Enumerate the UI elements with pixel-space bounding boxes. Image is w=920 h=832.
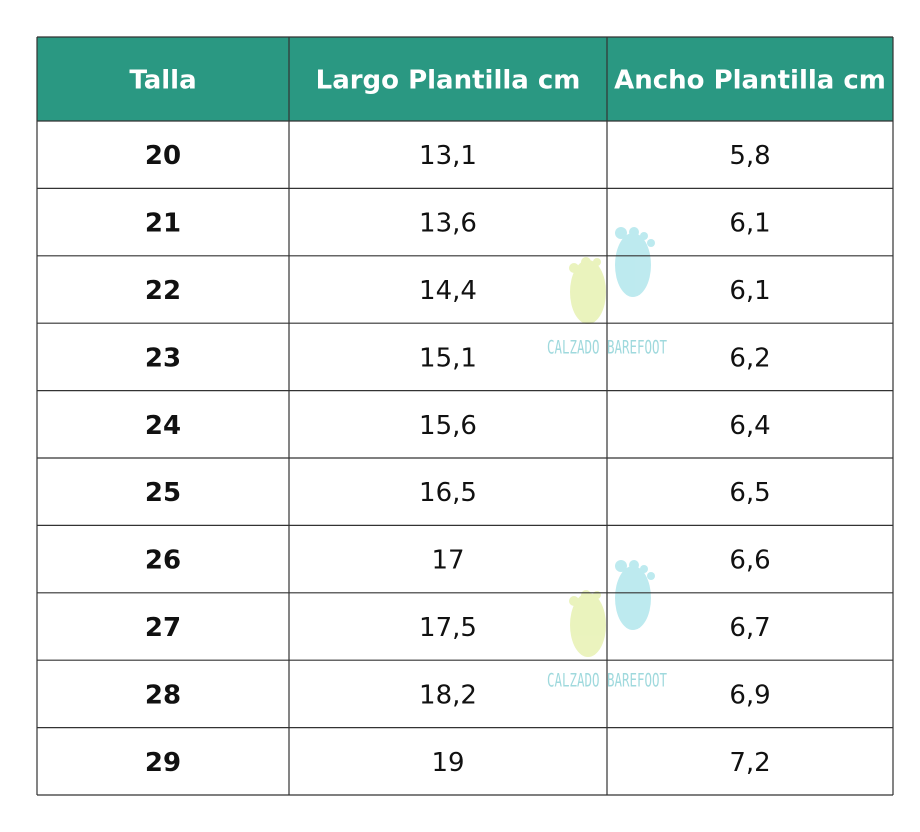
value-cell: 6,1 — [729, 276, 770, 306]
size-cell: 24 — [145, 411, 181, 441]
size-cell: 20 — [145, 141, 181, 171]
size-cell: 28 — [145, 680, 181, 710]
size-cell: 26 — [145, 546, 181, 576]
value-cell: 6,6 — [729, 546, 770, 576]
value-cell: 14,4 — [419, 276, 477, 306]
value-cell: 17,5 — [419, 613, 477, 643]
size-cell: 25 — [145, 478, 181, 508]
value-cell: 6,2 — [729, 343, 770, 373]
header-background — [37, 37, 893, 121]
header-cell: Largo Plantilla cm — [316, 66, 581, 96]
value-cell: 17 — [431, 546, 464, 576]
watermark — [569, 227, 655, 324]
size-cell: 21 — [145, 209, 181, 239]
value-cell: 15,6 — [419, 411, 477, 441]
value-cell: 6,4 — [729, 411, 770, 441]
value-cell: 6,5 — [729, 478, 770, 508]
value-cell: 18,2 — [419, 680, 477, 710]
value-cell: 19 — [431, 748, 464, 778]
value-cell: 5,8 — [729, 141, 770, 171]
size-cell: 23 — [145, 343, 181, 373]
size-cell: 29 — [145, 748, 181, 778]
value-cell: 13,6 — [419, 209, 477, 239]
value-cell: 6,1 — [729, 209, 770, 239]
size-cell: 22 — [145, 276, 181, 306]
value-cell: 16,5 — [419, 478, 477, 508]
value-cell: 6,7 — [729, 613, 770, 643]
watermark — [569, 560, 655, 657]
value-cell: 6,9 — [729, 680, 770, 710]
value-cell: 7,2 — [729, 748, 770, 778]
value-cell: 13,1 — [419, 141, 477, 171]
header-cell: Ancho Plantilla cm — [614, 66, 886, 96]
header-cell: Talla — [129, 66, 196, 96]
value-cell: 15,1 — [419, 343, 477, 373]
size-cell: 27 — [145, 613, 181, 643]
